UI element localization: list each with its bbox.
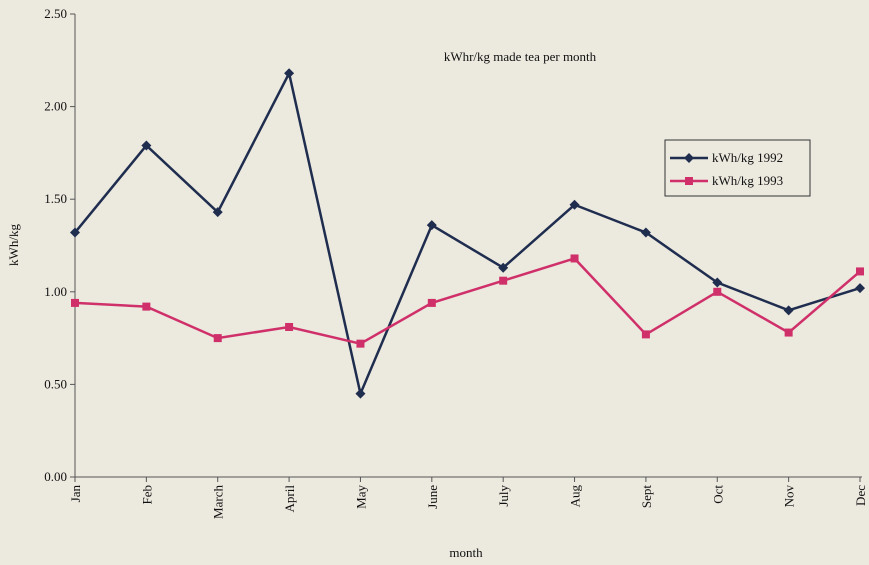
data-point — [498, 262, 509, 273]
data-point — [641, 330, 650, 339]
x-tick-label: Nov — [782, 485, 797, 508]
x-tick-label: Dec — [853, 485, 868, 506]
data-point — [713, 287, 722, 296]
y-tick-label: 1.00 — [44, 284, 67, 299]
data-point — [70, 227, 80, 238]
y-tick-label: 2.50 — [44, 6, 67, 21]
data-point — [783, 305, 794, 316]
x-tick-label: Aug — [568, 485, 583, 508]
x-tick-label: March — [211, 485, 226, 519]
legend-label: kWh/kg 1993 — [712, 173, 783, 188]
data-point — [569, 199, 580, 210]
data-point — [499, 276, 508, 285]
data-point — [570, 254, 579, 263]
data-point — [285, 322, 294, 331]
x-tick-label: Sept — [639, 485, 654, 509]
y-tick-label: 1.50 — [44, 191, 67, 206]
data-point — [141, 140, 152, 151]
data-point — [784, 328, 793, 337]
legend-marker — [685, 177, 693, 185]
x-tick-label: Feb — [139, 485, 154, 505]
series-line — [74, 69, 861, 398]
x-tick-label: June — [425, 485, 440, 509]
data-point — [355, 388, 366, 399]
x-tick-label: Oct — [710, 485, 725, 504]
x-tick-label: April — [282, 485, 297, 513]
data-point — [426, 220, 437, 231]
data-point — [71, 298, 79, 307]
data-point — [640, 227, 651, 238]
data-point — [212, 207, 223, 218]
x-axis-label: month — [449, 545, 483, 560]
data-point — [427, 298, 436, 307]
data-point — [855, 283, 865, 294]
data-point — [356, 339, 365, 348]
y-tick-label: 0.00 — [44, 469, 67, 484]
series-line — [74, 257, 861, 345]
x-tick-label: July — [496, 485, 511, 507]
y-tick-label: 2.00 — [44, 99, 67, 114]
legend-box — [664, 139, 811, 197]
data-point — [284, 68, 295, 79]
legend-marker — [684, 153, 694, 163]
y-axis-label: kWh/kg — [6, 224, 21, 266]
y-tick-label: 0.50 — [44, 376, 67, 391]
x-tick-label: Jan — [68, 485, 83, 503]
chart-title: kWhr/kg made tea per month — [444, 49, 597, 64]
legend-label: kWh/kg 1992 — [712, 150, 783, 165]
x-tick-label: May — [353, 485, 368, 509]
data-point — [712, 277, 723, 288]
data-point — [142, 302, 151, 311]
data-point — [856, 267, 864, 276]
data-point — [213, 334, 222, 343]
